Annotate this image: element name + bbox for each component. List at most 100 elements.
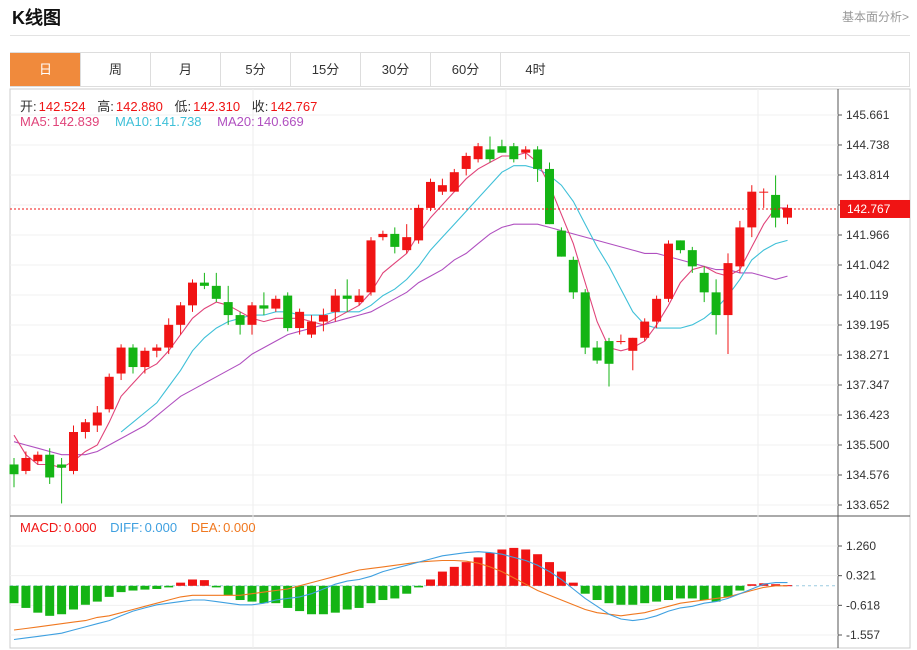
price-tick-label: 135.500 bbox=[846, 438, 890, 452]
page-title: K线图 bbox=[12, 8, 61, 28]
price-tick-label: 145.661 bbox=[846, 108, 890, 122]
dea-value: 0.000 bbox=[223, 520, 256, 535]
tab-15min[interactable]: 15分 bbox=[290, 53, 360, 86]
macd-bar bbox=[271, 585, 281, 604]
price-tick-label: 138.271 bbox=[846, 348, 890, 362]
macd-bar bbox=[33, 585, 43, 613]
macd-bar bbox=[640, 585, 650, 604]
ma20-line bbox=[13, 223, 788, 456]
tab-week[interactable]: 周 bbox=[80, 53, 150, 86]
tab-60min[interactable]: 60分 bbox=[430, 53, 500, 86]
macd-bar bbox=[342, 585, 352, 610]
tab-month[interactable]: 月 bbox=[150, 53, 220, 86]
candle-body bbox=[211, 285, 221, 299]
macd-bar bbox=[687, 585, 697, 599]
candle-body bbox=[164, 324, 174, 348]
macd-bar bbox=[80, 585, 90, 605]
macd-bar bbox=[545, 562, 554, 586]
candle-body bbox=[687, 250, 697, 267]
macd-bar bbox=[473, 557, 483, 586]
macd-tick-label: 1.260 bbox=[846, 539, 876, 553]
macd-bar bbox=[235, 585, 245, 601]
macd-bar bbox=[92, 585, 102, 602]
price-tick-label: 139.195 bbox=[846, 318, 890, 332]
candle-body bbox=[140, 350, 150, 368]
candle-body bbox=[568, 259, 578, 293]
chart-frame bbox=[9, 88, 911, 649]
candle-body bbox=[783, 207, 792, 218]
macd-bar bbox=[426, 579, 435, 586]
candle-body bbox=[330, 295, 340, 312]
macd-bar bbox=[188, 579, 197, 586]
macd-bar bbox=[699, 585, 709, 601]
candle-body bbox=[652, 298, 662, 322]
macd-bar bbox=[509, 547, 519, 586]
candle-body bbox=[771, 194, 781, 218]
ma10-label: MA10: bbox=[114, 114, 153, 129]
ma20-label: MA20: bbox=[217, 114, 255, 129]
candle-body bbox=[545, 168, 554, 225]
candle-body bbox=[664, 243, 673, 299]
candle-body bbox=[509, 146, 519, 160]
open-value: 142.524 bbox=[38, 99, 86, 114]
macd-tick-label: 0.321 bbox=[846, 569, 876, 583]
candle-body bbox=[9, 464, 19, 475]
macd-bar bbox=[128, 585, 138, 591]
candle-body bbox=[533, 149, 543, 169]
macd-bar bbox=[616, 585, 626, 605]
macd-bar bbox=[366, 585, 376, 604]
candle-body bbox=[628, 337, 638, 351]
tab-day[interactable]: 日 bbox=[10, 53, 80, 86]
macd-bar bbox=[604, 585, 614, 604]
macd-bar bbox=[390, 585, 400, 599]
candle-body bbox=[497, 146, 507, 153]
candle-body bbox=[366, 240, 376, 293]
divider bbox=[10, 35, 910, 36]
tab-4hour[interactable]: 4时 bbox=[500, 53, 570, 86]
price-tick-label: 141.966 bbox=[846, 228, 890, 242]
tab-5min[interactable]: 5分 bbox=[220, 53, 290, 86]
price-tick-label: 134.576 bbox=[846, 468, 890, 482]
candle-body bbox=[521, 149, 531, 153]
macd-bar bbox=[378, 585, 388, 601]
candle-body bbox=[283, 295, 293, 329]
candle-body bbox=[378, 233, 388, 238]
candle-body bbox=[414, 207, 424, 241]
candle-body bbox=[592, 347, 602, 361]
macd-value: 0.000 bbox=[63, 520, 97, 535]
macd-bar bbox=[211, 585, 221, 588]
macd-bar bbox=[747, 584, 757, 586]
candle-body bbox=[675, 240, 685, 251]
current-price-label: 142.767 bbox=[847, 202, 891, 216]
ma-info: MA5: 142.839 MA10: 141.738 MA20: 140.669 bbox=[20, 114, 306, 129]
candle-body bbox=[128, 347, 138, 368]
macd-bar bbox=[9, 585, 19, 604]
price-tick-label: 144.738 bbox=[846, 138, 890, 152]
macd-bar bbox=[164, 585, 174, 588]
ma5-label: MA5: bbox=[20, 114, 51, 129]
candle-body bbox=[69, 431, 78, 471]
ma20-value: 140.669 bbox=[256, 114, 304, 129]
macd-bar bbox=[497, 549, 507, 586]
macd-bar bbox=[354, 585, 364, 608]
macd-bar bbox=[176, 582, 186, 586]
macd-bar bbox=[330, 585, 340, 613]
dea-line bbox=[13, 559, 788, 631]
macd-bar bbox=[57, 585, 67, 615]
macd-bar bbox=[628, 585, 638, 605]
macd-info: MACD: 0.000 DIFF: 0.000 DEA: 0.000 bbox=[20, 520, 258, 535]
macd-bar bbox=[521, 549, 531, 586]
ma10-line bbox=[120, 165, 788, 433]
candle-body bbox=[473, 146, 483, 160]
tab-30min[interactable]: 30分 bbox=[360, 53, 430, 86]
ohlc-info: 开: 142.524 高: 142.880 低: 142.310 收: 142.767 bbox=[20, 96, 319, 115]
open-label: 开: bbox=[20, 99, 37, 114]
candle-body bbox=[747, 191, 757, 228]
macd-bar bbox=[568, 582, 578, 586]
candle-body bbox=[640, 321, 650, 338]
fundamental-analysis-link[interactable]: 基本面分析> bbox=[841, 10, 909, 24]
macd-bar bbox=[21, 585, 31, 608]
macd-bar bbox=[152, 585, 162, 589]
candle-body bbox=[342, 295, 352, 299]
